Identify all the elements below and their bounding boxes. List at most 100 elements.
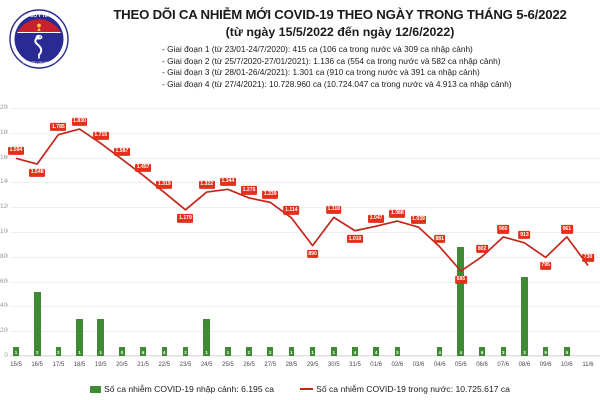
y-axis-tick-label: 2000: [0, 104, 8, 111]
bar: 5: [564, 347, 570, 356]
bar-value-label: 4: [374, 350, 378, 355]
line-value-label: 1.114: [283, 206, 300, 215]
y-axis-tick-label: 1800: [0, 128, 8, 136]
x-axis-tick-label: 30/5: [327, 362, 340, 368]
bar: 4: [457, 246, 465, 356]
line-path: [15, 128, 589, 272]
x-axis-tick-label: 21/5: [137, 362, 149, 368]
line-value-label: 1.457: [135, 163, 152, 172]
page-title: THEO DÕI CA NHIỄM MỚI COVID-19 THEO NGÀY…: [113, 7, 567, 22]
bar-value-label: 0: [120, 350, 124, 355]
y-axis-tick-label: 400: [0, 302, 8, 310]
bar: 2: [246, 347, 252, 356]
y-axis-tick-label: 1600: [0, 153, 8, 161]
bar-value-label: 2: [268, 350, 272, 355]
x-axis-tick-label: 23/5: [179, 362, 192, 368]
x-axis-tick-label: 22/5: [158, 362, 171, 368]
x-axis-tick-label: 09/6: [539, 362, 552, 368]
bar-value-label: 1: [205, 350, 208, 355]
bar: 1: [225, 347, 231, 356]
bar-value-label: 2: [35, 350, 39, 355]
phase-line: - Giai đoạn 1 (từ 23/01-24/7/2020): 415 …: [162, 44, 473, 54]
bar-value-label: 6: [141, 350, 145, 355]
bar-value-label: 2: [184, 350, 187, 355]
line-series: [15, 128, 589, 272]
x-axis-tick-label: 25/5: [222, 362, 234, 368]
x-axis-tick-label: 08/6: [518, 362, 531, 368]
line-value-label: 890: [306, 250, 319, 259]
y-axis-tick-label: 1400: [0, 178, 8, 186]
x-axis-tick-label: 07/6: [497, 362, 510, 368]
bar-value-label: 1: [14, 350, 18, 355]
bar: 3: [520, 276, 528, 356]
line-value-label: 1.275: [241, 186, 257, 195]
bar: 9: [542, 347, 549, 356]
gridline: [10, 157, 600, 159]
bar: 6: [140, 347, 146, 356]
bar-value-label: 4: [438, 350, 441, 355]
line-value-label: 1.785: [50, 123, 67, 132]
bar-value-label: 4: [353, 350, 357, 355]
bar: 2: [182, 347, 189, 356]
gridline: [10, 331, 600, 333]
bar: 1: [76, 318, 84, 356]
svg-text:MINISTRY OF HEALTH: MINISTRY OF HEALTH: [23, 61, 56, 65]
line-value-label: 881: [433, 235, 446, 244]
bar: 1: [288, 347, 295, 356]
bar-swatch-icon: [90, 385, 102, 393]
bar-value-label: 1: [290, 350, 293, 355]
gridline: [10, 306, 600, 308]
line-value-label: 730: [582, 253, 594, 263]
bar-value-label: 1: [311, 350, 314, 355]
bar-value-label: 9: [544, 350, 547, 355]
bar: 1: [13, 347, 19, 356]
bar-value-label: 4: [459, 350, 463, 355]
line-value-label: 802: [476, 244, 488, 254]
bar-value-label: 1: [226, 350, 230, 355]
x-axis-tick-label: 02/6: [391, 362, 404, 368]
bar: 1: [203, 318, 211, 356]
bar: 3: [394, 347, 401, 356]
x-axis-tick-label: 19/5: [94, 362, 107, 368]
gridline: [10, 256, 600, 258]
y-axis-tick-label: 1000: [0, 228, 8, 235]
bar: 3: [500, 347, 506, 356]
bar: 4: [161, 347, 168, 356]
header: BỘ Y TẾ MINISTRY OF HEALTH THEO DÕI CA N…: [0, 0, 600, 104]
x-axis-tick-label: 06/6: [476, 362, 488, 368]
line-value-label: 1.548: [29, 168, 46, 177]
phase-summary-list: - Giai đoạn 1 (từ 23/01-24/7/2020): 415 …: [84, 44, 596, 90]
y-axis-tick-label: 600: [0, 277, 8, 285]
x-axis-tick-label: 01/6: [370, 362, 382, 368]
line-value-label: 795: [539, 261, 552, 271]
bar: 0: [119, 347, 125, 356]
line-value-label: 1.344: [219, 177, 236, 186]
bar-value-label: 3: [396, 350, 399, 355]
bar-value-label: 1: [99, 350, 102, 355]
bar: 4: [352, 347, 358, 356]
bar-value-label: 3: [523, 350, 526, 355]
phase-line: - Giai đoạn 2 (từ 25/7/2020-27/01/2021):…: [162, 55, 501, 66]
gridline: [10, 232, 600, 233]
bar: 1: [331, 347, 337, 356]
x-axis-tick-label: 15/5: [10, 362, 22, 368]
legend-label-imported: Số ca nhiễm COVID-19 nhập cảnh: 6.195 ca: [104, 384, 275, 394]
bar-value-label: 6: [480, 350, 484, 355]
bar-value-label: 2: [247, 350, 251, 355]
gridline: [10, 356, 600, 357]
title-block: THEO DÕI CA NHIỄM MỚI COVID-19 THEO NGÀY…: [84, 6, 596, 90]
bar-value-label: 1: [78, 350, 81, 355]
chart-legend: Số ca nhiễm COVID-19 nhập cảnh: 6.195 ca…: [0, 381, 600, 397]
x-axis-tick-label: 18/5: [73, 362, 86, 368]
bar-value-label: 1: [332, 350, 335, 355]
gridline: [10, 108, 600, 109]
x-axis-tick-label: 04/6: [433, 362, 446, 368]
x-axis-tick-label: 31/5: [349, 362, 361, 368]
x-axis-line: [10, 355, 600, 356]
x-axis-tick-label: 03/6: [412, 362, 425, 368]
line-value-label: 685: [455, 275, 467, 284]
line-value-label: 1.039: [410, 215, 427, 224]
gridline: [10, 207, 600, 209]
bar-value-label: 4: [163, 350, 166, 355]
gridline: [10, 132, 600, 134]
